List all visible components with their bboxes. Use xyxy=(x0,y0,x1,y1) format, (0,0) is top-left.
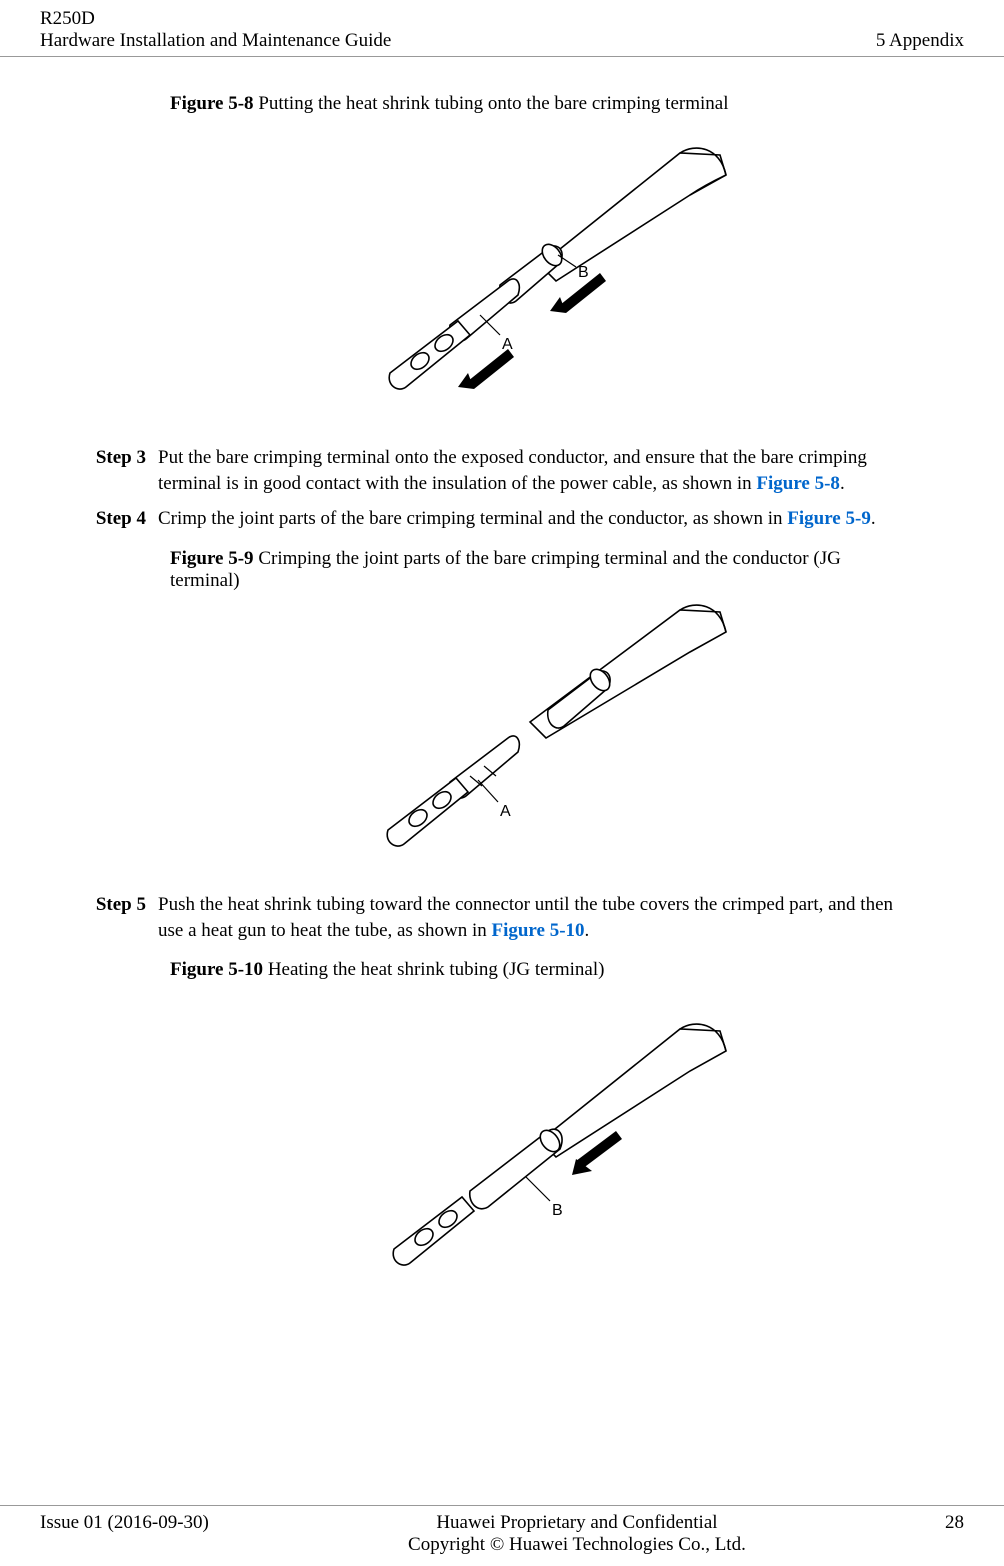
page-footer: Issue 01 (2016-09-30) Huawei Proprietary… xyxy=(0,1505,1004,1556)
step-4-text-after: . xyxy=(871,508,876,529)
step-3-ref-link[interactable]: Figure 5-8 xyxy=(756,473,840,494)
step-4-text-before: Crimp the joint parts of the bare crimpi… xyxy=(158,508,787,529)
footer-page: 28 xyxy=(945,1512,964,1556)
figure-5-10-caption: Figure 5-10 Heating the heat shrink tubi… xyxy=(170,959,910,981)
figure-5-9-block: Figure 5-9 Crimping the joint parts of t… xyxy=(170,548,910,852)
header-right: 5 Appendix xyxy=(876,30,964,52)
step-5-text-after: . xyxy=(585,920,590,941)
product-code: R250D xyxy=(40,8,391,30)
figure-5-10-svg: B xyxy=(350,991,730,1271)
step-3-text-after: . xyxy=(840,473,845,494)
step-5-label: Step 5 xyxy=(94,892,158,943)
step-5: Step 5 Push the heat shrink tubing towar… xyxy=(94,892,910,943)
figure-5-8-block: Figure 5-8 Putting the heat shrink tubin… xyxy=(170,93,910,405)
figure-5-8-caption-text: Putting the heat shrink tubing onto the … xyxy=(258,93,728,114)
figure-5-8-label: Figure 5-8 xyxy=(170,93,254,114)
step-4-label: Step 4 xyxy=(94,506,158,532)
step-5-ref-link[interactable]: Figure 5-10 xyxy=(491,920,584,941)
header-left: R250D Hardware Installation and Maintena… xyxy=(40,8,391,52)
figure-5-10-labelB: B xyxy=(552,1202,563,1219)
step-3-body: Put the bare crimping terminal onto the … xyxy=(158,445,910,496)
figure-5-8-caption: Figure 5-8 Putting the heat shrink tubin… xyxy=(170,93,910,115)
figure-5-9-svg: A xyxy=(350,602,730,852)
page-header: R250D Hardware Installation and Maintena… xyxy=(0,0,1004,57)
step-4-ref-link[interactable]: Figure 5-9 xyxy=(787,508,871,529)
figure-5-10-label: Figure 5-10 xyxy=(170,959,263,980)
doc-title: Hardware Installation and Maintenance Gu… xyxy=(40,30,391,52)
footer-line2: Copyright © Huawei Technologies Co., Ltd… xyxy=(408,1534,746,1556)
figure-5-9-labelA: A xyxy=(500,803,511,820)
footer-line1: Huawei Proprietary and Confidential xyxy=(408,1512,746,1534)
footer-center: Huawei Proprietary and Confidential Copy… xyxy=(408,1512,746,1556)
step-3-label: Step 3 xyxy=(94,445,158,496)
figure-5-10-caption-text: Heating the heat shrink tubing (JG termi… xyxy=(268,959,605,980)
step-4-body: Crimp the joint parts of the bare crimpi… xyxy=(158,506,910,532)
figure-5-8-labelA: A xyxy=(502,336,513,353)
footer-issue: Issue 01 (2016-09-30) xyxy=(40,1512,209,1556)
section-name: 5 Appendix xyxy=(876,30,964,52)
figure-5-9-label: Figure 5-9 xyxy=(170,548,254,569)
page-content: Figure 5-8 Putting the heat shrink tubin… xyxy=(0,57,1004,1271)
figure-5-8-svg: A B xyxy=(350,125,730,405)
step-3: Step 3 Put the bare crimping terminal on… xyxy=(94,445,910,496)
figure-5-9-caption-text: Crimping the joint parts of the bare cri… xyxy=(170,548,841,591)
figure-5-9-caption: Figure 5-9 Crimping the joint parts of t… xyxy=(170,548,910,592)
figure-5-8-labelB: B xyxy=(578,264,589,281)
step-5-body: Push the heat shrink tubing toward the c… xyxy=(158,892,910,943)
figure-5-10-block: Figure 5-10 Heating the heat shrink tubi… xyxy=(170,959,910,1271)
step-4: Step 4 Crimp the joint parts of the bare… xyxy=(94,506,910,532)
